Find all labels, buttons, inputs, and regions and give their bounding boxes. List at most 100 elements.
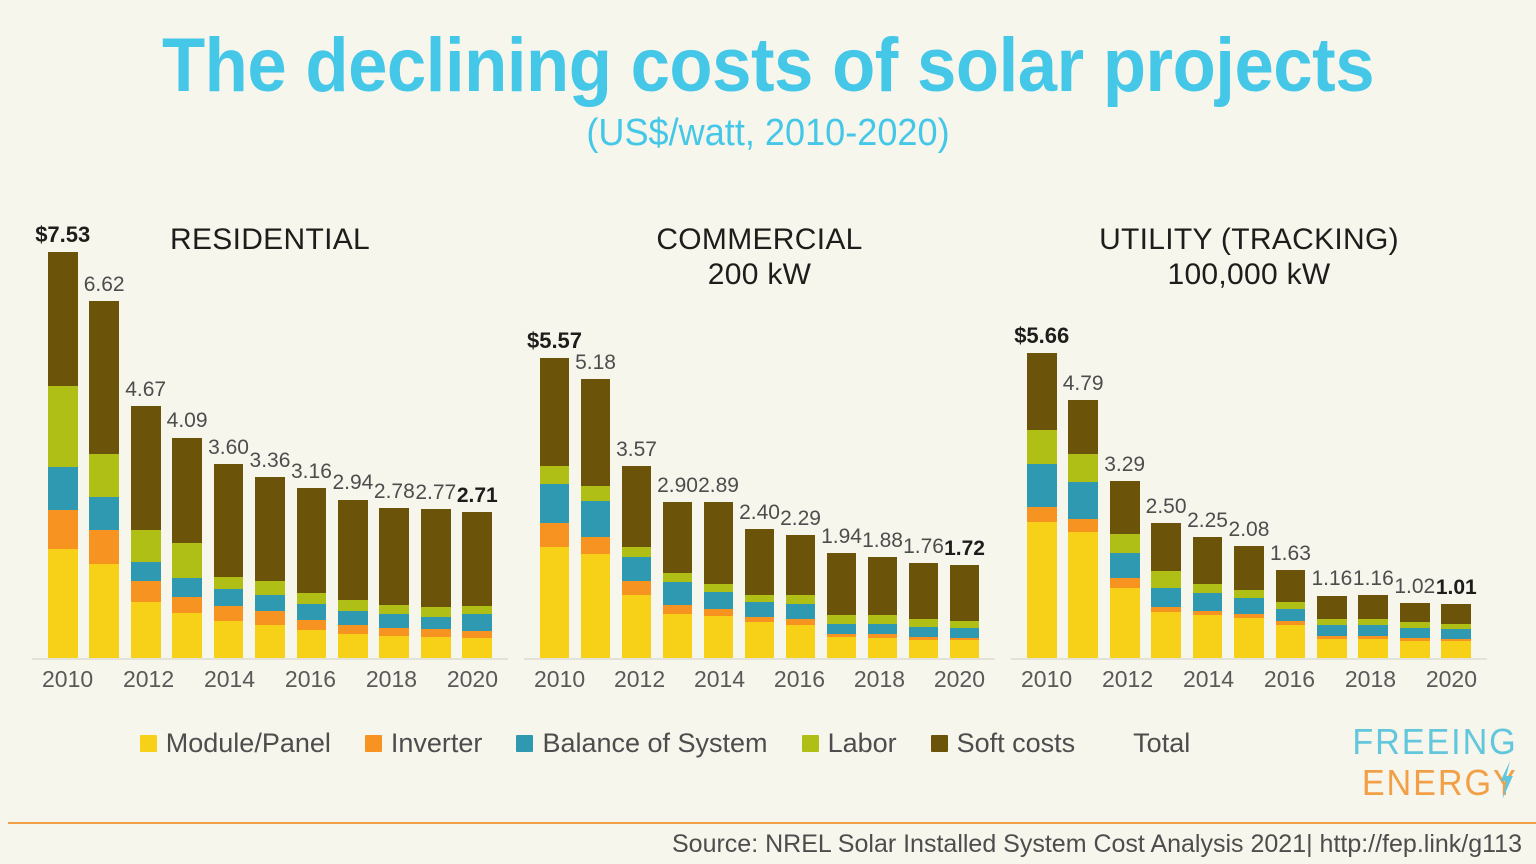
stacked-bar [130,406,161,658]
plot-residential: $7.53 6.62 4.67 4.09 3.60 3.36 3.16 2.94 2.78 2.7… [24,216,516,658]
axis-line-residential [32,658,508,660]
bar-segment-soft [949,565,980,621]
bar-segment-soft [785,534,816,596]
legend-swatch-icon [516,735,534,752]
bar-segment-soft [130,406,161,530]
bar-segment-module [296,629,327,658]
bar-group: 3.57 [616,216,657,658]
bar-segment-inverter [1358,636,1389,639]
bar-group: 2.78 [374,216,415,658]
x-tick-blank: . [174,666,204,702]
plot-utility: $5.66 4.79 3.29 2.50 2.25 2.08 1.63 1.16 1.16 1.0… [1003,216,1495,658]
bars-residential: $7.53 6.62 4.67 4.09 3.60 3.36 3.16 2.94 2.78 2.7… [35,216,498,658]
bar-segment-soft [826,553,857,616]
stacked-bar [337,499,368,658]
bar-segment-labor [539,466,570,484]
stacked-bar [949,565,980,658]
bar-segment-bos [744,602,775,617]
bar-value-label: 2.77 [415,480,457,504]
bars-utility: $5.66 4.79 3.29 2.50 2.25 2.08 1.63 1.16 1.16 1.0… [1014,216,1477,658]
stacked-bar [826,553,857,658]
bar-segment-labor [1234,589,1264,599]
x-tick-label: 2012 [122,666,175,692]
legend-item[interactable]: Soft costs [930,728,1075,759]
bar-segment-labor [47,385,78,467]
bar-segment-labor [337,600,368,612]
bar-segment-soft [1358,595,1389,619]
bar-segment-labor [621,546,652,558]
legend-label: Labor [827,728,897,758]
bar-segment-labor [580,486,611,501]
bar-segment-module [1068,532,1099,658]
bar-segment-labor [296,592,327,605]
legend-item[interactable]: Balance of System [516,728,768,759]
bar-segment-soft [1316,595,1347,619]
bar-value-label: 3.57 [616,437,657,461]
stacked-bar [1399,603,1430,658]
bar-segment-bos [1441,628,1472,640]
bar-segment-bos [47,466,78,510]
bar-segment-inverter [255,611,285,625]
x-tick-label: 2018 [1344,666,1397,692]
x-tick-label: 2012 [1101,666,1154,692]
bar-value-label: 2.90 [657,473,698,497]
x-tick-label: 2020 [1425,666,1478,692]
stacked-bar [1109,480,1140,658]
bar-group: 1.88 [862,216,903,658]
bar-segment-bos [1316,624,1347,637]
bar-value-label: 1.16 [1352,567,1394,591]
stacked-bar [744,528,775,658]
x-tick-blank: . [1396,666,1426,702]
bar-segment-bos [379,614,410,628]
bar-segment-soft [867,556,898,616]
bar-segment-module [130,601,161,658]
stacked-bar [47,252,78,658]
bar-segment-inverter [580,536,611,555]
legend-total-label: Total [1133,728,1191,758]
bar-segment-bos [462,614,493,631]
bar-segment-module [1275,624,1306,658]
legend-item[interactable]: Labor [801,728,897,759]
stacked-bar [1151,523,1181,658]
bar-value-label: 3.29 [1104,452,1146,476]
stacked-bar [1192,536,1223,658]
bar-group: 3.29 [1104,216,1145,658]
bar-segment-bos [1234,598,1264,615]
bar-segment-soft [213,463,244,578]
bar-group: 1.16 [1311,216,1352,658]
x-tick-blank: . [336,666,366,702]
panel-commercial: COMMERCIAL 200 kW $5.57 5.18 3.57 2.90 2.89 2… [516,180,1003,710]
bar-segment-module [621,595,652,658]
stacked-bar [1234,545,1264,658]
bar-segment-labor [1109,534,1140,553]
plot-commercial: $5.57 5.18 3.57 2.90 2.89 2.40 2.29 1.94 1.88 1.7… [516,216,1003,658]
chart-legend: Module/Panel Inverter Balance of System Lab… [0,728,1330,759]
bar-group: $5.66 [1014,216,1069,658]
legend-item[interactable]: Inverter [364,728,482,759]
bar-segment-soft [1399,603,1430,623]
stacked-bar [379,508,410,658]
x-tick-label: 2012 [613,666,666,692]
bar-value-label: 2.71 [456,483,498,507]
bar-segment-bos [539,483,570,523]
bar-group: 2.94 [332,216,373,658]
bar-segment-inverter [130,580,161,602]
bar-value-label: 5.18 [575,350,616,374]
legend-swatch-icon [364,735,382,752]
legend-item[interactable]: Module/Panel [139,728,331,759]
bar-group: 3.16 [291,216,332,658]
bar-segment-bos [172,577,202,597]
bar-value-label: $5.66 [1014,322,1070,348]
page-subtitle: (US$/watt, 2010-2020) [586,111,950,154]
bar-segment-soft [744,528,775,595]
bar-segment-module [1399,640,1430,658]
bar-segment-module [1441,641,1472,658]
bar-segment-module [337,633,368,658]
stacked-bar [580,378,611,658]
x-tick-label: 2010 [42,666,94,692]
x-tick-blank: . [825,666,854,702]
x-tick-blank: . [255,666,285,702]
bar-segment-bos [1275,608,1306,621]
bar-segment-module [1109,587,1140,658]
bar-segment-module [462,638,493,658]
